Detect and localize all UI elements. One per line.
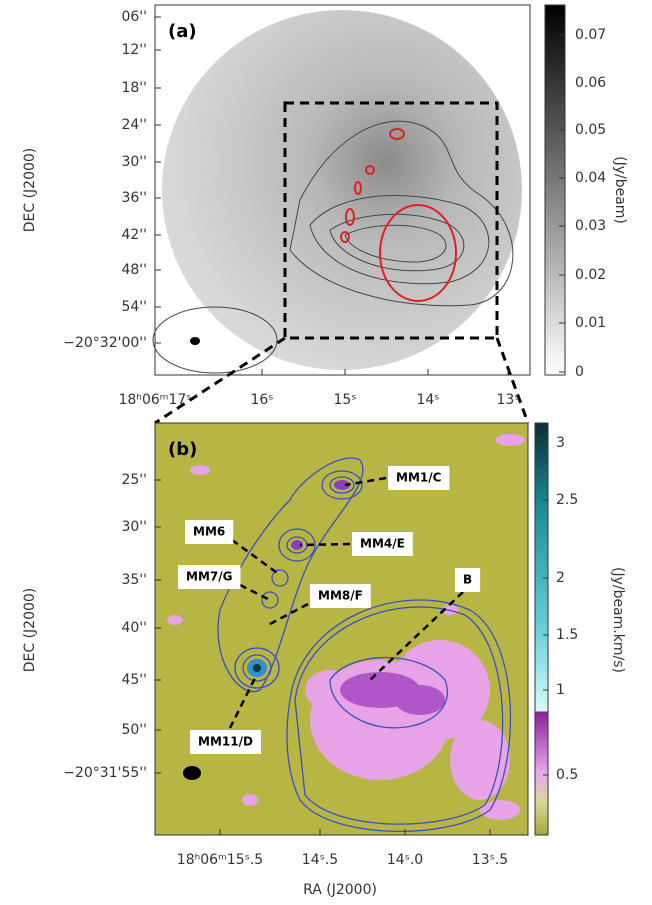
x-tick-label: 18ʰ06ᵐ15ˢ.5 bbox=[177, 852, 263, 868]
x-tick-label: 13ˢ.5 bbox=[472, 852, 508, 868]
source-label-box bbox=[455, 568, 481, 592]
source-label-box bbox=[178, 565, 241, 589]
source-label: MM8/F bbox=[318, 589, 363, 603]
colorbar-tick-label: 0.07 bbox=[575, 27, 606, 43]
source-label: MM11/D bbox=[198, 735, 253, 749]
colorbar-tick-label: 1.5 bbox=[556, 627, 578, 643]
y-axis-label: DEC (J2000) bbox=[22, 588, 38, 673]
colorbar-tick-label: 1 bbox=[556, 682, 565, 698]
y-tick-label: 25'' bbox=[121, 472, 147, 488]
colorbar-tick-label: 2 bbox=[556, 570, 565, 586]
y-tick-label: 48'' bbox=[121, 262, 147, 278]
x-tick-label: 14ˢ.5 bbox=[302, 852, 338, 868]
source-label-box bbox=[190, 730, 261, 754]
x-tick-label: 16ˢ bbox=[250, 392, 273, 408]
colorbar-tick-label: 0.5 bbox=[556, 767, 578, 783]
y-tick-label: 35'' bbox=[121, 572, 147, 588]
y-tick-label: 30'' bbox=[121, 154, 147, 170]
panel-b-image bbox=[155, 423, 528, 835]
y-tick-label: 30'' bbox=[121, 519, 147, 535]
colorbar-label: (Jy/beam.km/s) bbox=[610, 567, 626, 673]
colorbar bbox=[534, 422, 549, 836]
source-label-box bbox=[185, 520, 234, 544]
colorbar-tick-label: 0.04 bbox=[575, 170, 606, 186]
colorbar-tick-label: 0 bbox=[575, 364, 584, 380]
y-tick-label: −20°32'00'' bbox=[63, 335, 147, 351]
source-label: MM7/G bbox=[186, 570, 232, 584]
source-label-box bbox=[388, 466, 450, 490]
x-tick-label: 13ˢ bbox=[496, 392, 519, 408]
colorbar-tick-label: 0.01 bbox=[575, 315, 606, 331]
annotations: MM1/C MM6 MM4/E MM7/G MM8/F B MM11/D bbox=[178, 466, 481, 754]
y-tick-label: 12'' bbox=[121, 42, 147, 58]
y-tick-label: 40'' bbox=[121, 620, 147, 636]
colorbar-label: (Jy/beam) bbox=[612, 156, 628, 224]
panel-label: (a) bbox=[168, 21, 197, 42]
y-tick-label: 24'' bbox=[121, 117, 147, 133]
beam bbox=[190, 337, 200, 345]
source-label: MM6 bbox=[193, 525, 225, 539]
y-axis-label: DEC (J2000) bbox=[22, 148, 38, 233]
y-tick-label: 06'' bbox=[121, 9, 147, 25]
leader-lines bbox=[228, 476, 464, 729]
source-label: MM1/C bbox=[396, 471, 442, 485]
y-tick-label: 45'' bbox=[121, 672, 147, 688]
panel-a-red-ellipses bbox=[340, 128, 457, 302]
colorbar bbox=[544, 4, 566, 376]
colorbar-tick-label: 0.06 bbox=[575, 75, 606, 91]
y-tick-label: 18'' bbox=[121, 80, 147, 96]
x-tick-label: 15ˢ bbox=[333, 392, 356, 408]
panel-label: (b) bbox=[168, 439, 197, 460]
panel-a-contours bbox=[152, 120, 514, 374]
y-tick-label: 42'' bbox=[121, 227, 147, 243]
colorbar-tick-label: 0.02 bbox=[575, 267, 606, 283]
x-tick-label: 14ˢ.0 bbox=[387, 852, 423, 868]
panel-a-image bbox=[162, 10, 522, 370]
y-tick-label: 50'' bbox=[121, 722, 147, 738]
beam bbox=[183, 766, 201, 780]
y-tick-label: −20°31'55'' bbox=[63, 765, 147, 781]
source-label: MM4/E bbox=[360, 537, 405, 551]
colorbar-tick-label: 0.03 bbox=[575, 218, 606, 234]
y-tick-label: 36'' bbox=[121, 190, 147, 206]
zoom-box bbox=[154, 101, 530, 425]
x-tick-label: 18ʰ06ᵐ17ˢ bbox=[118, 392, 191, 408]
colorbar-tick-label: 2.5 bbox=[556, 492, 578, 508]
source-label-box bbox=[310, 584, 371, 608]
source-label-box bbox=[352, 532, 413, 556]
y-tick-label: 54'' bbox=[121, 299, 147, 315]
colorbar-tick-label: 3 bbox=[556, 435, 565, 451]
source-label: B bbox=[463, 573, 472, 587]
x-tick-label: 14ˢ bbox=[416, 392, 439, 408]
panel-b-frame bbox=[154, 422, 529, 836]
x-axis-label: RA (J2000) bbox=[303, 882, 377, 898]
colorbar-tick-label: 0.05 bbox=[575, 122, 606, 138]
